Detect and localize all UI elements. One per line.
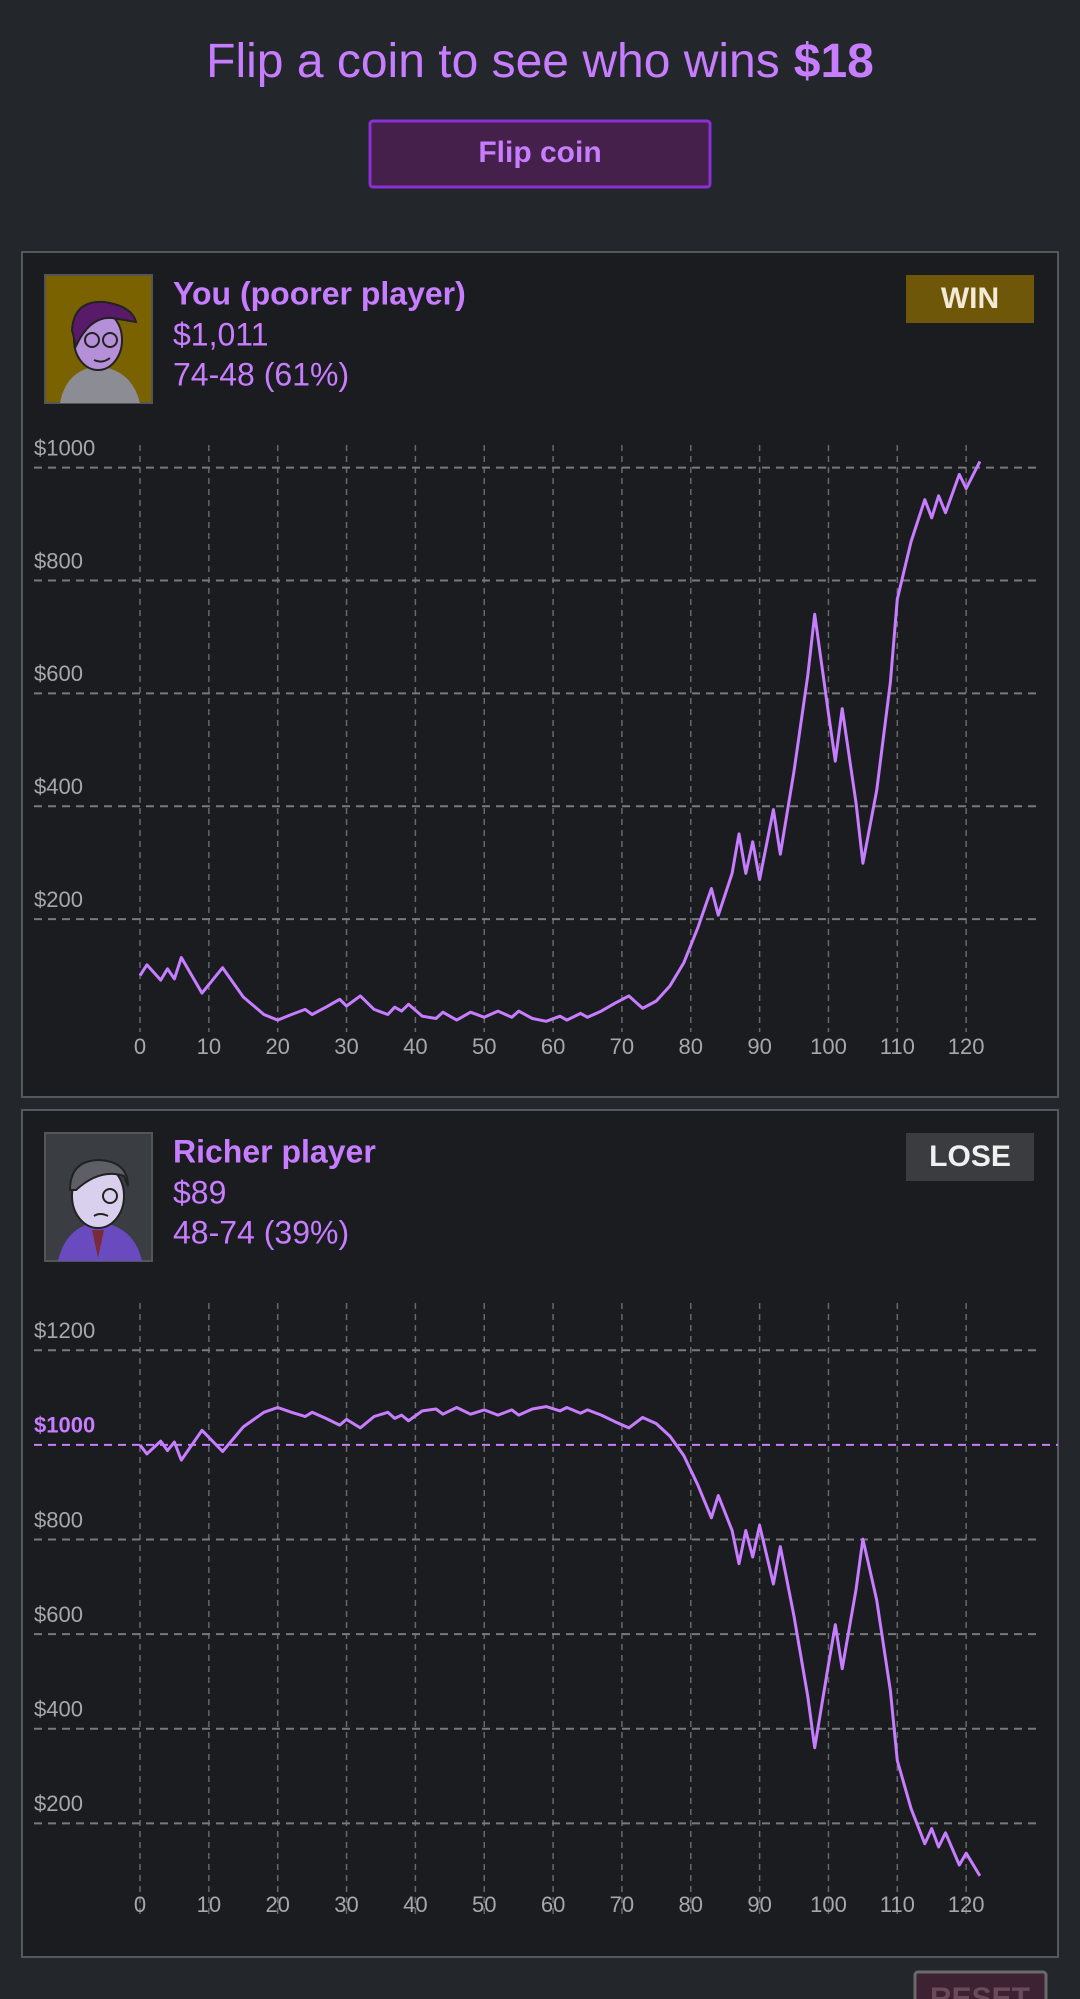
x-tick-label: 70 <box>610 1034 634 1059</box>
panel <box>21 1109 1059 1958</box>
y-tick-label: $1000 <box>34 435 95 460</box>
line <box>138 460 982 1023</box>
button-box[interactable] <box>368 119 712 189</box>
player-money: $89 <box>173 1174 226 1210</box>
x-tick-label: 30 <box>334 1034 358 1059</box>
x-tick-label: 110 <box>880 1892 915 1917</box>
x-tick-label: 30 <box>334 1892 358 1917</box>
x-tick-label: 60 <box>541 1892 565 1917</box>
x-tick-label: 70 <box>610 1892 634 1917</box>
x-tick-label: 50 <box>472 1034 496 1059</box>
player-name: You (poorer player) <box>173 275 466 311</box>
y-tick-label: $400 <box>34 1697 83 1722</box>
y-tick-label: $600 <box>34 661 83 686</box>
x-tick-label: 40 <box>403 1892 427 1917</box>
reset-label[interactable]: RESET <box>930 1982 1030 1999</box>
x-tick-label: 60 <box>541 1034 565 1059</box>
y-tick-label: $1200 <box>34 1318 95 1343</box>
y-tick-label: $200 <box>34 887 83 912</box>
badge-label: LOSE <box>929 1140 1011 1173</box>
title: Flip a coin to see who wins $18 <box>206 35 874 88</box>
player-money: $1,011 <box>173 316 269 352</box>
y-tick-label: $400 <box>34 774 83 799</box>
x-tick-label: 100 <box>810 1034 847 1059</box>
x-tick-label: 10 <box>197 1034 221 1059</box>
x-tick-label: 10 <box>197 1892 221 1917</box>
button-label[interactable]: Flip coin <box>478 136 601 169</box>
x-tick-label: 50 <box>472 1892 496 1917</box>
panel <box>21 251 1059 1098</box>
badge <box>906 275 1034 323</box>
x-tick-label: 40 <box>403 1034 427 1059</box>
badge <box>906 1133 1034 1181</box>
player-record: 48-74 (39%) <box>173 1214 349 1250</box>
y-tick-label: $800 <box>34 1507 83 1532</box>
x-tick-label: 90 <box>747 1034 771 1059</box>
x-tick-label: 20 <box>265 1034 289 1059</box>
y-tick-label: $600 <box>34 1602 83 1627</box>
flip-button[interactable]: Flip coin <box>368 119 712 189</box>
reset-button[interactable]: RESET <box>913 1970 1048 1999</box>
x-tick-label: 100 <box>810 1892 847 1917</box>
player-record: 74-48 (61%) <box>173 356 349 392</box>
x-tick-label: 20 <box>265 1892 289 1917</box>
player-name: Richer player <box>173 1133 376 1169</box>
x-tick-label: 0 <box>134 1892 146 1917</box>
title-amount: $18 <box>794 35 874 88</box>
x-tick-label: 80 <box>679 1034 703 1059</box>
x-tick-label: 110 <box>880 1034 915 1059</box>
x-tick-label: 0 <box>134 1034 146 1059</box>
x-tick-label: 120 <box>948 1892 985 1917</box>
x-tick-label: 90 <box>747 1892 771 1917</box>
x-tick-label: 80 <box>679 1892 703 1917</box>
avatar <box>44 1132 153 1262</box>
badge-label: WIN <box>941 282 999 315</box>
reset-box[interactable] <box>913 1970 1048 1999</box>
y-tick-label: $800 <box>34 548 83 573</box>
y-tick-label: $200 <box>34 1791 83 1816</box>
line <box>138 1405 982 1877</box>
title-text: Flip a coin to see who wins <box>206 35 780 88</box>
y-tick-label: $1000 <box>34 1413 95 1438</box>
x-tick-label: 120 <box>948 1034 985 1059</box>
avatar <box>44 274 153 404</box>
